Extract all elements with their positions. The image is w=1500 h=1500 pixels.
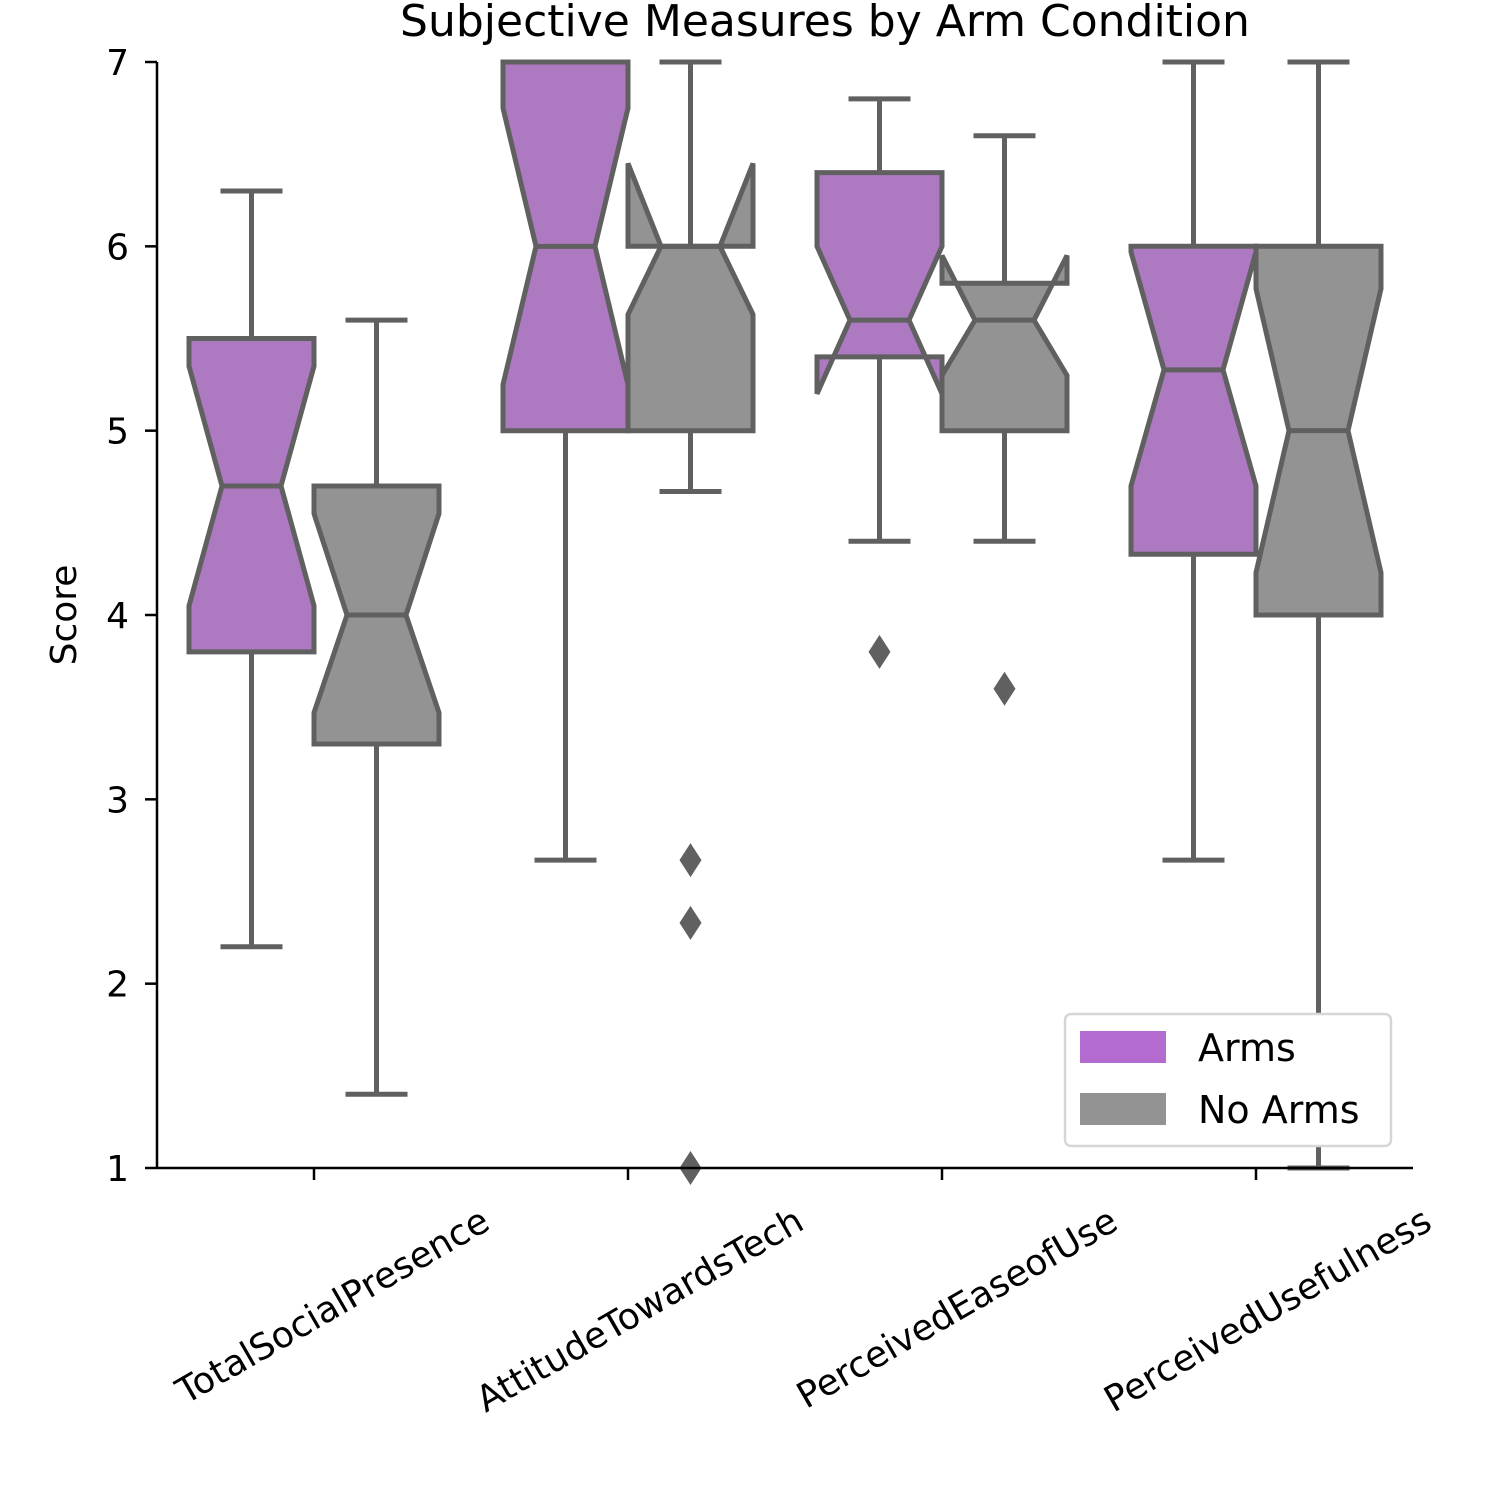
chart-title: Subjective Measures by Arm Condition xyxy=(400,0,1250,47)
box-attitudetowardstech-0 xyxy=(500,59,631,863)
y-tick-label: 5 xyxy=(106,412,129,453)
legend-swatch xyxy=(1080,1093,1166,1125)
box-totalsocialpresence-0 xyxy=(186,188,317,950)
box-perceivedusefulness-0 xyxy=(1128,59,1259,863)
y-tick-label: 3 xyxy=(106,780,129,821)
legend-swatch xyxy=(1080,1031,1166,1063)
outlier-marker xyxy=(993,671,1016,706)
y-tick-label: 7 xyxy=(106,43,129,84)
outlier-marker xyxy=(679,843,702,878)
notched-box xyxy=(186,336,317,655)
outlier-marker xyxy=(868,634,891,669)
x-tick-label: PerceivedEaseofUse xyxy=(790,1200,1124,1417)
x-tick-label: PerceivedUsefulness xyxy=(1098,1200,1439,1421)
x-tick-label: AttitudeTowardsTech xyxy=(470,1200,811,1420)
outlier-marker xyxy=(679,905,702,940)
y-tick-label: 4 xyxy=(106,596,129,637)
notched-box xyxy=(939,254,1070,434)
box-perceivedeaseofuse-0 xyxy=(814,96,945,669)
y-tick-label: 1 xyxy=(106,1149,129,1190)
box-totalsocialpresence-1 xyxy=(311,317,442,1097)
x-tick-label: TotalSocialPresence xyxy=(169,1200,497,1413)
y-tick-label: 6 xyxy=(106,227,129,268)
box-perceivedeaseofuse-1 xyxy=(939,133,1070,706)
legend-label: Arms xyxy=(1198,1026,1296,1070)
series-arms xyxy=(186,59,1259,950)
legend: Arms No Arms xyxy=(1063,1012,1393,1148)
legend-label: No Arms xyxy=(1198,1088,1360,1132)
box-perceivedusefulness-1 xyxy=(1253,59,1384,1171)
notched-box xyxy=(625,162,756,434)
y-axis-label: Score xyxy=(44,565,85,666)
box-attitudetowardstech-1 xyxy=(625,59,756,1185)
series-no-arms xyxy=(311,59,1384,1185)
notched-box xyxy=(1128,243,1259,557)
y-tick-label: 2 xyxy=(106,965,129,1006)
boxes-layer xyxy=(186,59,1384,1185)
